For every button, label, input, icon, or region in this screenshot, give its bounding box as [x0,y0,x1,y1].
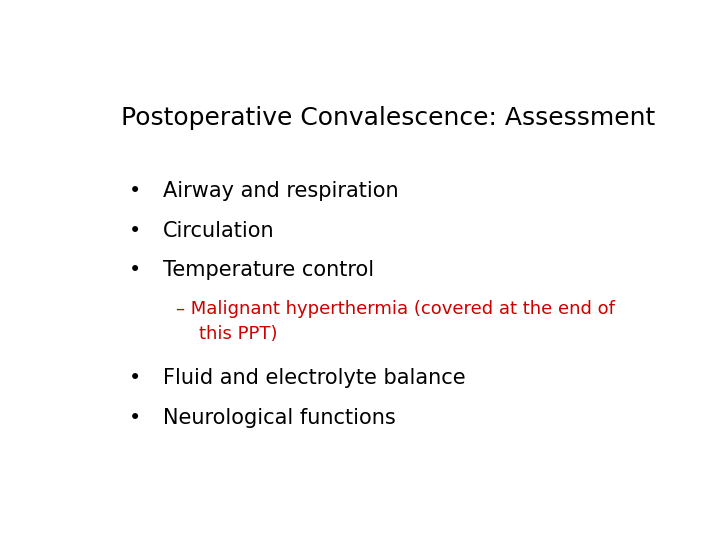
Text: Postoperative Convalescence: Assessment: Postoperative Convalescence: Assessment [121,106,655,130]
Text: Circulation: Circulation [163,221,274,241]
Text: – Malignant hyperthermia (covered at the end of
    this PPT): – Malignant hyperthermia (covered at the… [176,300,616,343]
Text: •: • [129,260,141,280]
Text: Neurological functions: Neurological functions [163,408,395,428]
Text: •: • [129,408,141,428]
Text: •: • [129,221,141,241]
Text: •: • [129,181,141,201]
Text: •: • [129,368,141,388]
Text: Airway and respiration: Airway and respiration [163,181,398,201]
Text: Fluid and electrolyte balance: Fluid and electrolyte balance [163,368,465,388]
Text: Temperature control: Temperature control [163,260,374,280]
